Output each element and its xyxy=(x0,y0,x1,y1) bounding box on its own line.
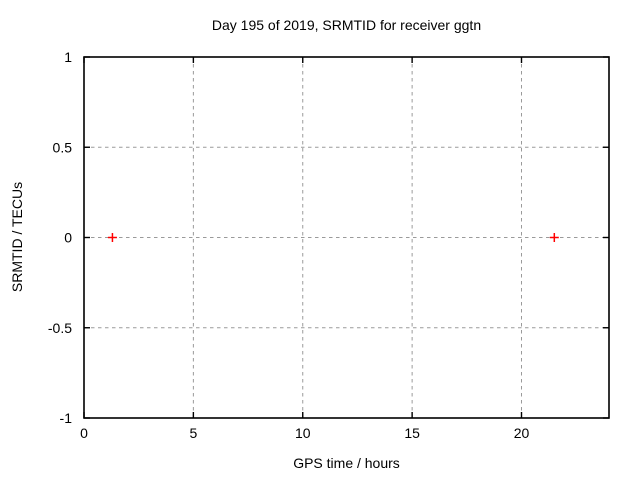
x-tick-label: 15 xyxy=(404,425,420,441)
x-axis-label: GPS time / hours xyxy=(293,455,400,471)
x-tick-label: 10 xyxy=(295,425,311,441)
plot-border xyxy=(83,56,610,419)
y-tick-label: 1 xyxy=(64,49,72,65)
y-tick-label: -1 xyxy=(60,410,73,426)
chart-title: Day 195 of 2019, SRMTID for receiver ggt… xyxy=(211,17,482,33)
x-tick-label: 20 xyxy=(514,425,530,441)
y-tick-label: 0 xyxy=(64,230,72,246)
y-tick-label: 0.5 xyxy=(53,139,73,155)
x-tick-label: 0 xyxy=(80,425,88,441)
y-tick-label: -0.5 xyxy=(48,320,72,336)
x-tick-label: 5 xyxy=(189,425,197,441)
